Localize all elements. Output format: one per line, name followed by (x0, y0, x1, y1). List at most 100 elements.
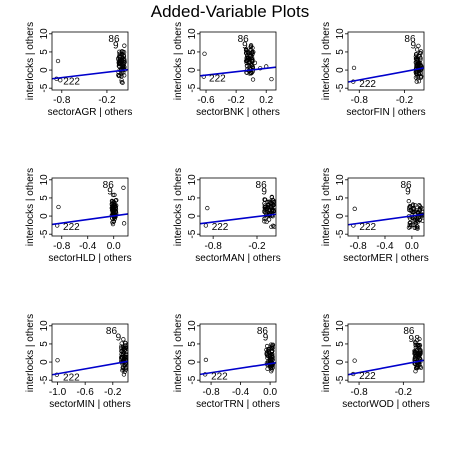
data-point (414, 226, 419, 231)
x-axis-label: sectorBNK | others (196, 107, 280, 118)
x-tick-label: -0.2 (104, 387, 122, 398)
data-point (406, 198, 411, 204)
point-label: 86 (108, 34, 120, 45)
data-point (412, 202, 418, 208)
data-point (110, 208, 115, 214)
y-tick-label: 0 (335, 359, 346, 365)
x-tick-label: -0.8 (349, 241, 367, 252)
data-point (250, 57, 255, 62)
x-axis-label: sectorMAN | others (195, 253, 280, 264)
data-point (416, 342, 421, 348)
av-panel-5: 869 222 -0.8 -0.2 -5 0 5 10 sectorMAN | others in… (173, 168, 281, 264)
data-point (119, 73, 124, 79)
point-label: 222 (63, 77, 80, 88)
data-point (264, 219, 269, 225)
x-tick-label: -0.4 (376, 241, 394, 252)
outlier-point (121, 221, 127, 226)
point-label: 9 (409, 334, 415, 345)
data-point (268, 365, 273, 371)
point-label: 9 (116, 332, 122, 343)
data-point (416, 351, 421, 356)
outlier-point (205, 205, 210, 211)
data-point (417, 206, 422, 212)
x-axis-label: sectorFIN | others (346, 107, 425, 118)
fit-line (348, 359, 424, 376)
data-point (119, 49, 125, 54)
y-tick-label: 10 (187, 320, 198, 332)
data-point (118, 60, 123, 65)
data-point (411, 218, 416, 223)
y-tick-label: 5 (187, 195, 198, 201)
fit-line (52, 213, 128, 226)
x-tick-label: -0.2 (228, 95, 246, 106)
y-tick-label: 5 (39, 49, 50, 55)
data-point (121, 64, 126, 69)
outlier-point (203, 357, 209, 363)
x-tick-label: -0.8 (53, 95, 71, 106)
point-label: 222 (359, 371, 376, 382)
data-point (117, 51, 123, 56)
outlier-point (351, 65, 357, 71)
y-tick-label: -5 (187, 83, 198, 92)
figure-title: Added-Variable Plots (151, 2, 309, 21)
data-point (416, 43, 421, 49)
y-axis-label: interlocks | others (25, 314, 36, 392)
data-point (412, 349, 417, 355)
y-tick-label: 0 (187, 359, 198, 365)
data-point (418, 51, 423, 56)
av-panel-8: 869 222 -0.8 -0.4 0.0 -5 0 5 10 sectorTRN | other… (173, 314, 280, 410)
point-label: 86 (257, 326, 269, 337)
data-point (270, 345, 276, 350)
fit-line (348, 67, 424, 83)
x-tick-label: -0.2 (98, 95, 116, 106)
plot-frame (51, 323, 129, 383)
data-point (414, 79, 419, 84)
x-tick-label: -0.8 (350, 387, 368, 398)
data-point (418, 49, 424, 54)
data-point (119, 78, 124, 83)
x-tick-label: -0.2 (396, 95, 414, 106)
x-axis-label: sectorWOD | others (342, 399, 430, 410)
point-label: 86 (404, 34, 416, 45)
plot-frame (347, 31, 425, 91)
y-axis-label: interlocks | others (25, 22, 36, 100)
av-panel-7: 869 222 -1.0 -0.6 -0.2 -5 0 5 10 sectorMIN | othe… (25, 314, 131, 410)
data-point (122, 58, 127, 63)
data-point (123, 367, 128, 372)
data-point (247, 71, 252, 76)
y-tick-label: 0 (39, 67, 50, 73)
data-point (122, 73, 127, 78)
x-tick-label: -1.0 (49, 387, 67, 398)
point-label: 9 (242, 40, 248, 51)
x-axis-label: sectorTRN | others (196, 399, 280, 410)
point-label: 222 (212, 222, 229, 233)
data-point (408, 224, 413, 230)
x-tick-label: 0.0 (107, 241, 121, 252)
y-tick-label: 0 (187, 213, 198, 219)
data-point (412, 356, 417, 362)
outlier-point (55, 358, 60, 363)
data-point (243, 47, 249, 53)
x-axis-label: sectorHLD | others (48, 253, 131, 264)
data-point (414, 364, 420, 369)
y-axis-label: interlocks | others (173, 22, 184, 100)
plot-area (200, 43, 276, 82)
y-axis-label: interlocks | others (321, 22, 332, 100)
y-tick-label: 5 (335, 341, 346, 347)
y-tick-label: 5 (335, 195, 346, 201)
x-tick-label: -0.8 (202, 387, 220, 398)
av-panel-3: 869 222 -0.8 -0.2 -5 0 5 10 sectorFIN | others in… (321, 22, 426, 118)
outlier-point (352, 206, 357, 211)
data-point (416, 219, 421, 224)
plot-frame (347, 177, 425, 237)
plot-area (200, 342, 276, 377)
data-point (120, 351, 126, 357)
data-point (413, 340, 418, 345)
data-point (415, 74, 420, 80)
data-point (111, 219, 116, 224)
x-tick-label: -0.2 (395, 387, 413, 398)
outlier-point (203, 223, 208, 228)
data-point (264, 207, 269, 212)
